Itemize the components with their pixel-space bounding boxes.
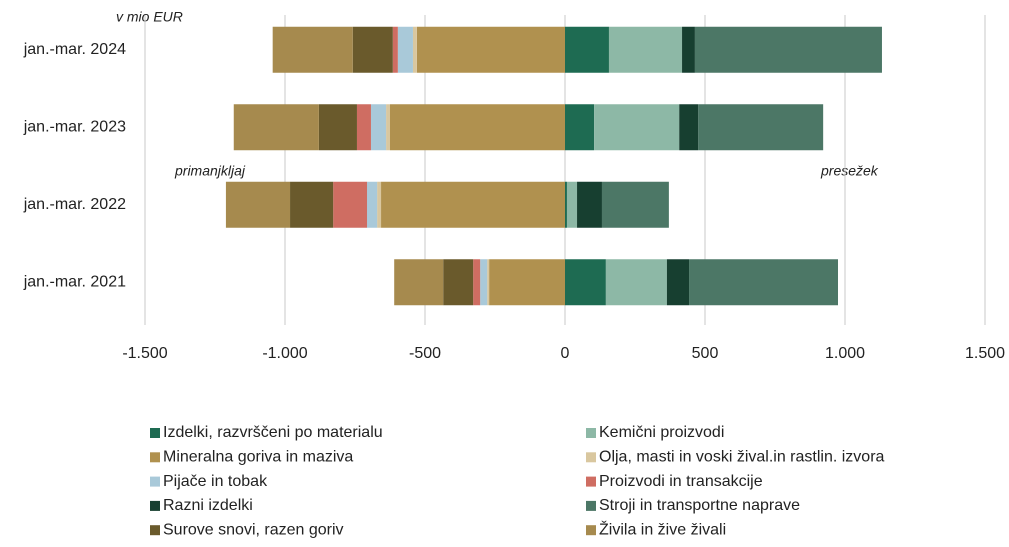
bar-segment xyxy=(356,104,371,151)
bar-segment xyxy=(392,26,398,73)
legend-swatch xyxy=(586,476,596,487)
bar-segment xyxy=(367,181,378,228)
bar-segment xyxy=(390,104,565,151)
bar-segment xyxy=(594,104,680,151)
bar-segment xyxy=(397,26,413,73)
bar-segment xyxy=(412,26,417,73)
legend-swatch xyxy=(150,525,160,536)
bar-segment xyxy=(601,181,669,228)
bar-segment xyxy=(577,181,602,228)
legend-label: Mineralna goriva in maziva xyxy=(163,449,353,466)
bar-segment xyxy=(381,181,565,228)
bar-segment xyxy=(333,181,368,228)
bar-segment xyxy=(566,181,578,228)
legend-label: Razni izdelki xyxy=(163,497,253,514)
bar-segment xyxy=(565,104,595,151)
bar-segment xyxy=(565,181,567,228)
x-tick-label: 1.000 xyxy=(825,345,865,362)
legend-swatch xyxy=(150,500,160,511)
bar-segment xyxy=(605,259,667,306)
x-tick-label: -500 xyxy=(409,345,441,362)
legend-label: Proizvodi in transakcije xyxy=(599,473,763,490)
bar-segment xyxy=(666,259,690,306)
x-tick-label: -1.000 xyxy=(262,345,307,362)
y-tick-label: jan.-mar. 2022 xyxy=(23,196,126,213)
unit-label: v mio EUR xyxy=(116,9,183,25)
surplus-label: presežek xyxy=(820,163,879,179)
legend-swatch xyxy=(150,452,160,463)
legend-swatch xyxy=(586,452,596,463)
legend-label: Stroji in transportne naprave xyxy=(599,497,800,514)
legend-label: Olja, masti in voski žival.in rastlin. i… xyxy=(599,449,885,466)
legend-swatch xyxy=(586,428,596,438)
bar-segment xyxy=(443,259,474,306)
bar-segment xyxy=(416,26,565,73)
x-tick-label: -1.500 xyxy=(122,345,167,362)
bar-segment xyxy=(386,104,390,151)
x-tick-label: 500 xyxy=(692,345,719,362)
bar-segment xyxy=(290,181,334,228)
y-tick-label: jan.-mar. 2023 xyxy=(23,118,126,135)
bar-segment xyxy=(565,259,606,306)
bar-segment xyxy=(473,259,481,306)
bar-segment xyxy=(370,104,387,151)
legend-label: Izdelki, razvrščeni po materialu xyxy=(163,424,383,441)
bar-segment xyxy=(608,26,683,73)
y-tick-label: jan.-mar. 2021 xyxy=(23,273,126,290)
bar-segment xyxy=(489,259,565,306)
bar-segment xyxy=(272,26,353,73)
bar-segment xyxy=(233,104,319,151)
legend-swatch xyxy=(586,500,596,511)
legend-label: Kemični proizvodi xyxy=(599,424,724,441)
y-tick-label: jan.-mar. 2024 xyxy=(23,41,126,58)
legend-swatch xyxy=(586,525,596,536)
legend-label: Surove snovi, razen goriv xyxy=(163,521,344,538)
bar-segment xyxy=(682,26,695,73)
bar-segment xyxy=(694,26,882,73)
legend-label: Pijače in tobak xyxy=(163,473,268,490)
legend-swatch xyxy=(150,428,160,438)
deficit-label: primanjkljaj xyxy=(174,163,246,179)
bar-segment xyxy=(487,259,490,306)
x-tick-label: 1.500 xyxy=(965,345,1005,362)
bar-segment xyxy=(565,26,609,73)
legend-label: Živila in žive živali xyxy=(599,519,726,538)
bar-segment xyxy=(679,104,699,151)
x-tick-label: 0 xyxy=(561,345,570,362)
bar-segment xyxy=(352,26,393,73)
bar-segment xyxy=(377,181,382,228)
bar-segment xyxy=(394,259,444,306)
bar-segment xyxy=(318,104,357,151)
bar-segment xyxy=(698,104,824,151)
legend-swatch xyxy=(150,476,160,487)
bar-segment xyxy=(225,181,291,228)
bar-segment xyxy=(689,259,838,306)
bar-segment xyxy=(480,259,488,306)
